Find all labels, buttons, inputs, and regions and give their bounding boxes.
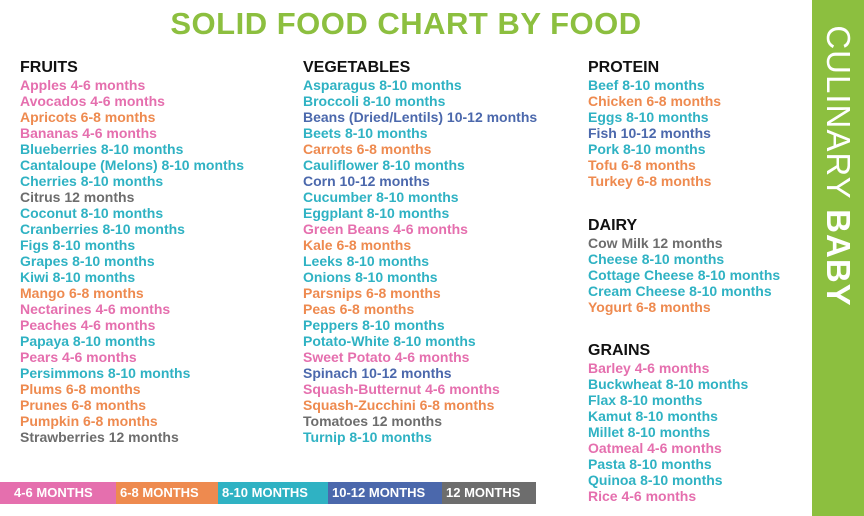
food-item: Tomatoes 12 months — [303, 413, 442, 429]
legend-4-6-months: 4-6 MONTHS — [0, 482, 116, 504]
food-item: Beets 8-10 months — [303, 125, 428, 141]
food-item: Buckwheat 8-10 months — [588, 376, 749, 392]
food-item: Papaya 8-10 months — [20, 333, 156, 349]
food-item: Prunes 6-8 months — [20, 397, 147, 413]
food-item: Nectarines 4-6 months — [20, 301, 171, 317]
food-item: Turkey 6-8 months — [588, 173, 712, 189]
section-spacer — [588, 315, 780, 341]
food-item: Cantaloupe (Melons) 8-10 months — [20, 157, 245, 173]
fruits-column: FRUITS Apples 4-6 months Avocados 4-6 mon… — [20, 58, 244, 445]
food-item: Eggs 8-10 months — [588, 109, 709, 125]
food-item: Pumpkin 6-8 months — [20, 413, 158, 429]
food-item: Beans (Dried/Lentils) 10-12 months — [303, 109, 538, 125]
food-item: Citrus 12 months — [20, 189, 135, 205]
food-item: Cherries 8-10 months — [20, 173, 164, 189]
food-item: Kale 6-8 months — [303, 237, 412, 253]
food-item: Strawberries 12 months — [20, 429, 179, 445]
food-item: Quinoa 8-10 months — [588, 472, 723, 488]
food-item: Peppers 8-10 months — [303, 317, 445, 333]
food-item: Spinach 10-12 months — [303, 365, 452, 381]
food-item: Cranberries 8-10 months — [20, 221, 185, 237]
food-item: Blueberries 8-10 months — [20, 141, 184, 157]
right-column: PROTEIN Beef 8-10 months Chicken 6-8 mont… — [588, 58, 780, 504]
vegetables-heading: VEGETABLES — [303, 59, 411, 76]
food-item: Mango 6-8 months — [20, 285, 144, 301]
food-item: Corn 10-12 months — [303, 173, 430, 189]
food-item: Broccoli 8-10 months — [303, 93, 446, 109]
dairy-heading: DAIRY — [588, 217, 638, 234]
food-item: Kiwi 8-10 months — [20, 269, 136, 285]
grains-heading: GRAINS — [588, 342, 651, 359]
food-item: Pork 8-10 months — [588, 141, 706, 157]
food-item: Persimmons 8-10 months — [20, 365, 191, 381]
food-item: Chicken 6-8 months — [588, 93, 722, 109]
food-item: Onions 8-10 months — [303, 269, 438, 285]
food-item: Grapes 8-10 months — [20, 253, 155, 269]
food-item: Asparagus 8-10 months — [303, 77, 462, 93]
food-item: Potato-White 8-10 months — [303, 333, 476, 349]
food-item: Cottage Cheese 8-10 months — [588, 267, 781, 283]
legend-12-months: 12 MONTHS — [442, 482, 536, 504]
food-item: Tofu 6-8 months — [588, 157, 696, 173]
food-item: Peas 6-8 months — [303, 301, 415, 317]
food-item: Rice 4-6 months — [588, 488, 697, 504]
grains-list: Barley 4-6 months Buckwheat 8-10 months Fl… — [588, 360, 780, 504]
food-item: Carrots 6-8 months — [303, 141, 432, 157]
brand-word-culinary: CULINARY — [820, 25, 857, 199]
food-item: Turnip 8-10 months — [303, 429, 432, 445]
legend-8-10-months: 8-10 MONTHS — [218, 482, 328, 504]
food-item: Cow Milk 12 months — [588, 235, 723, 251]
vegetables-list: Asparagus 8-10 months Broccoli 8-10 month… — [303, 77, 537, 445]
legend-6-8-months: 6-8 MONTHS — [116, 482, 218, 504]
food-item: Coconut 8-10 months — [20, 205, 164, 221]
food-item: Eggplant 8-10 months — [303, 205, 450, 221]
food-item: Peaches 4-6 months — [20, 317, 156, 333]
protein-list: Beef 8-10 months Chicken 6-8 months Eggs 8… — [588, 77, 780, 189]
food-item: Flax 8-10 months — [588, 392, 703, 408]
dairy-list: Cow Milk 12 months Cheese 8-10 months Cott… — [588, 235, 780, 315]
food-item: Plums 6-8 months — [20, 381, 141, 397]
protein-heading: PROTEIN — [588, 59, 660, 76]
food-item: Sweet Potato 4-6 months — [303, 349, 470, 365]
food-item: Yogurt 6-8 months — [588, 299, 711, 315]
food-item: Apples 4-6 months — [20, 77, 146, 93]
food-item: Pasta 8-10 months — [588, 456, 712, 472]
food-item: Millet 8-10 months — [588, 424, 711, 440]
food-item: Green Beans 4-6 months — [303, 221, 468, 237]
food-item: Cream Cheese 8-10 months — [588, 283, 772, 299]
food-item: Pears 4-6 months — [20, 349, 137, 365]
chart-title: SOLID FOOD CHART BY FOOD — [170, 6, 642, 41]
section-spacer — [588, 189, 780, 216]
brand-sidebar: CULINARY BABY — [812, 0, 864, 516]
food-item: Beef 8-10 months — [588, 77, 705, 93]
food-item: Oatmeal 4-6 months — [588, 440, 722, 456]
food-item: Avocados 4-6 months — [20, 93, 165, 109]
food-item: Cauliflower 8-10 months — [303, 157, 465, 173]
legend-10-12-months: 10-12 MONTHS — [328, 482, 442, 504]
food-item: Kamut 8-10 months — [588, 408, 718, 424]
fruits-list: Apples 4-6 months Avocados 4-6 months Apri… — [20, 77, 244, 445]
vegetables-column: VEGETABLES Asparagus 8-10 months Broccoli… — [303, 58, 537, 445]
age-legend: 4-6 MONTHS 6-8 MONTHS 8-10 MONTHS 10-12 … — [0, 482, 536, 504]
food-item: Barley 4-6 months — [588, 360, 710, 376]
brand-word-baby: BABY — [820, 209, 857, 307]
food-item: Squash-Butternut 4-6 months — [303, 381, 500, 397]
brand-logo: CULINARY BABY — [819, 25, 857, 306]
food-item: Fish 10-12 months — [588, 125, 711, 141]
food-item: Figs 8-10 months — [20, 237, 136, 253]
food-item: Leeks 8-10 months — [303, 253, 430, 269]
food-item: Cheese 8-10 months — [588, 251, 725, 267]
food-item: Apricots 6-8 months — [20, 109, 156, 125]
food-item: Parsnips 6-8 months — [303, 285, 441, 301]
food-item: Bananas 4-6 months — [20, 125, 157, 141]
food-item: Squash-Zucchini 6-8 months — [303, 397, 495, 413]
fruits-heading: FRUITS — [20, 59, 78, 76]
food-item: Cucumber 8-10 months — [303, 189, 459, 205]
